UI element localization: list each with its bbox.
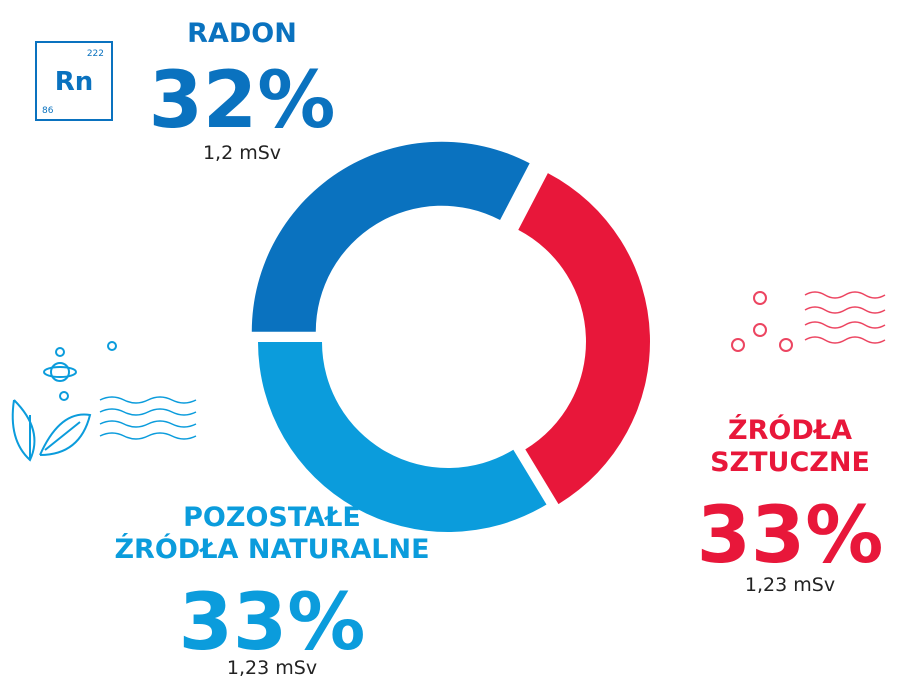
element-box <box>35 41 113 121</box>
category-label: POZOSTAŁE ŹRÓDŁA NATURALNE <box>114 502 430 566</box>
donut-segment <box>518 173 650 505</box>
element-number: 86 <box>42 106 54 116</box>
donut-segment <box>258 342 547 533</box>
element-symbol: Rn <box>55 67 94 97</box>
value-label: 33% <box>178 578 366 668</box>
donut-segment <box>251 141 530 332</box>
value-label: 33% <box>696 491 884 581</box>
dose-label: 1,2 mSv <box>202 142 282 164</box>
dose-label: 1,23 mSv <box>226 657 318 679</box>
radon-icon <box>35 41 113 121</box>
artificial-icon <box>731 291 886 352</box>
value-label: 32% <box>148 56 336 146</box>
category-label: RADON <box>187 18 297 49</box>
element-mass: 222 <box>87 49 104 59</box>
category-label: ŹRÓDŁA SZTUCZNE <box>710 415 870 479</box>
dose-label: 1,23 mSv <box>744 574 836 596</box>
natural-icon <box>11 341 197 462</box>
